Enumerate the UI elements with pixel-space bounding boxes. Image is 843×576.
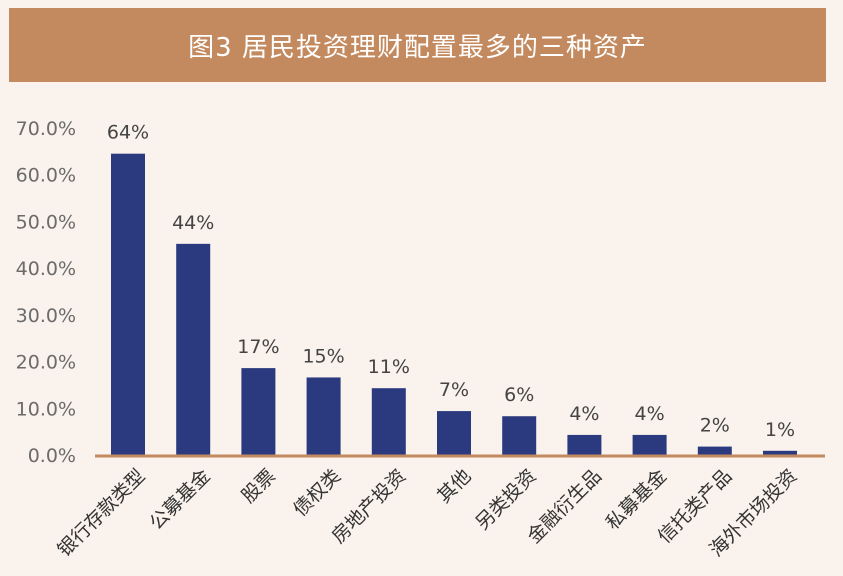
bar [567,434,602,455]
bar [697,446,732,455]
data-label: 1% [765,419,795,441]
y-tick-label: 70.0% [16,118,76,140]
data-labels: 64% 44% 17% 15% 11% 7% 6% 4% 4% 2% 1% [107,122,795,441]
bar [371,388,406,455]
y-tick-label: 10.0% [16,398,76,420]
y-tick-label: 40.0% [16,258,76,280]
data-label: 7% [439,379,469,401]
y-tick-label: 60.0% [16,165,76,187]
x-tick-label: 股票 [237,465,279,507]
bar [241,368,276,455]
bar [632,434,667,455]
title-bar: 图3 居民投资理财配置最多的三种资产 [9,8,826,82]
bar [763,450,797,455]
x-tick-label: 银行存款类型 [53,465,149,561]
data-label: 44% [172,212,214,234]
y-tick-label: 20.0% [16,352,76,374]
bars [111,153,797,455]
data-label: 4% [569,403,599,425]
y-axis-ticks: 0.0% 10.0% 20.0% 30.0% 40.0% 50.0% 60.0% 70.0% [16,118,76,467]
data-label: 11% [368,356,410,378]
bar [502,416,537,455]
x-tick-label: 其他 [433,465,475,507]
y-tick-label: 50.0% [16,211,76,233]
data-label: 15% [302,345,344,367]
data-label: 6% [504,384,534,406]
data-label: 64% [107,122,149,144]
data-label: 4% [635,403,665,425]
bar [306,377,341,455]
y-tick-label: 30.0% [16,305,76,327]
data-label: 2% [700,415,730,437]
bar [437,411,471,455]
y-tick-label: 0.0% [28,445,76,467]
data-label: 17% [237,336,279,358]
x-tick-label: 债权类 [289,465,345,521]
x-tick-label: 公募基金 [145,465,214,534]
bar [111,153,145,455]
bar [176,243,211,455]
chart-title: 图3 居民投资理财配置最多的三种资产 [188,32,647,63]
